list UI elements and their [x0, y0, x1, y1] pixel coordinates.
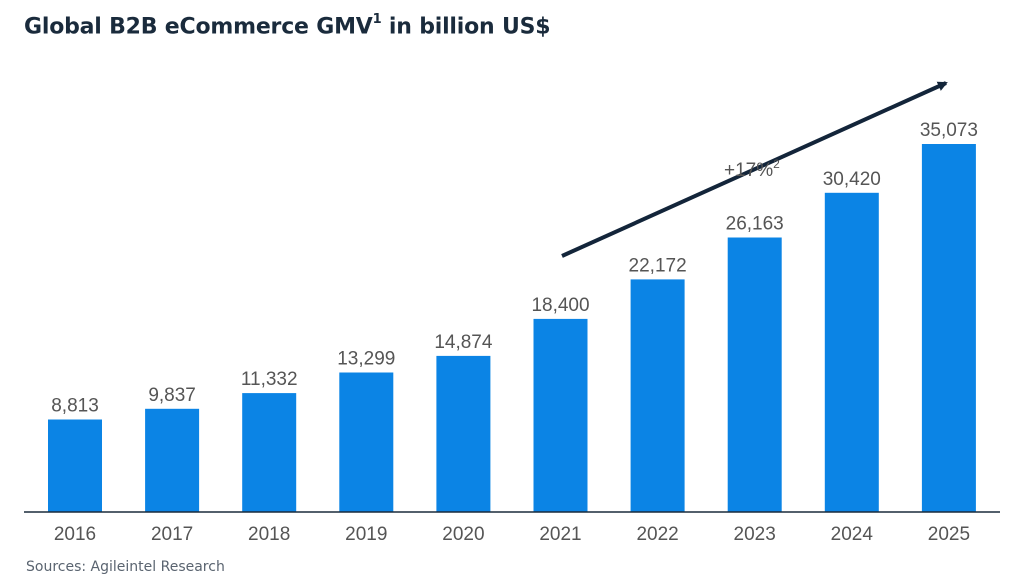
- growth-annotation-text: +17%: [724, 160, 773, 181]
- value-label-2016: 8,813: [51, 396, 99, 417]
- bar-2020: [436, 355, 491, 512]
- bar-2025: [921, 144, 976, 512]
- growth-annotation-footnote: 2: [773, 157, 780, 171]
- bars-group: [48, 144, 976, 513]
- value-label-2017: 9,837: [148, 385, 196, 406]
- chart-title: Global B2B eCommerce GMV1 in billion US$: [24, 12, 551, 40]
- bar-2018: [242, 393, 297, 512]
- bar-2023: [727, 237, 782, 512]
- value-label-2023: 26,163: [726, 214, 784, 235]
- tick-labels-group: 2016 2017 2018 2019 2020 2021 2022 2023 2024 2025: [54, 524, 970, 545]
- bar-2021: [533, 318, 588, 512]
- tick-label-2023: 2023: [734, 524, 776, 545]
- bar-2022: [630, 279, 685, 512]
- value-label-2018: 11,332: [241, 369, 298, 390]
- bar-2016: [48, 419, 102, 512]
- bar-2017: [145, 408, 200, 512]
- tick-label-2016: 2016: [54, 524, 96, 545]
- value-label-2019: 13,299: [337, 349, 395, 370]
- value-labels-group: 8,813 9,837 11,332 13,299 14,874 18,400 22,172…: [51, 120, 978, 417]
- value-label-2024: 30,420: [823, 169, 881, 190]
- tick-label-2024: 2024: [831, 524, 874, 545]
- chart-title-text: Global B2B eCommerce GMV: [24, 14, 373, 40]
- title-footnote-mark: 1: [372, 12, 382, 27]
- growth-arrow: [561, 81, 948, 258]
- value-label-2020: 14,874: [434, 332, 493, 353]
- tick-label-2020: 2020: [442, 524, 484, 545]
- bar-2024: [824, 192, 879, 513]
- value-label-2025: 35,073: [920, 120, 978, 141]
- tick-label-2017: 2017: [151, 524, 193, 545]
- value-label-2021: 18,400: [531, 295, 589, 316]
- value-label-2022: 22,172: [629, 255, 687, 276]
- tick-label-2019: 2019: [345, 524, 387, 545]
- tick-label-2022: 2022: [636, 524, 678, 545]
- tick-label-2025: 2025: [928, 524, 970, 545]
- tick-label-2021: 2021: [539, 524, 581, 545]
- growth-annotation: +17%2: [724, 157, 780, 181]
- chart-title-suffix: in billion US$: [381, 14, 551, 40]
- bar-2019: [339, 372, 394, 512]
- source-note: Sources: Agileintel Research: [26, 559, 225, 575]
- tick-label-2018: 2018: [248, 524, 290, 545]
